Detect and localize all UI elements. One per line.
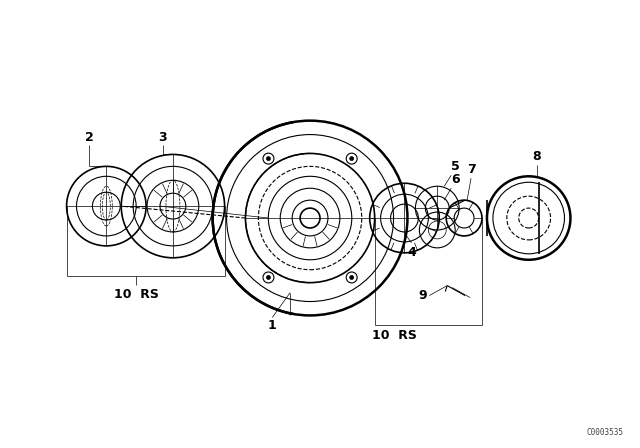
- Circle shape: [266, 276, 271, 280]
- Text: C0003535: C0003535: [586, 428, 623, 437]
- Text: 9: 9: [419, 289, 428, 302]
- Text: 6: 6: [451, 173, 460, 186]
- Text: 10  RS: 10 RS: [372, 329, 417, 342]
- Circle shape: [266, 157, 271, 160]
- Text: 2: 2: [85, 130, 94, 143]
- Circle shape: [349, 276, 354, 280]
- Text: 1: 1: [268, 319, 276, 332]
- Text: 5: 5: [451, 160, 460, 173]
- Text: 8: 8: [532, 151, 541, 164]
- Circle shape: [349, 157, 354, 160]
- Text: 7: 7: [467, 164, 476, 177]
- Text: 10  RS: 10 RS: [114, 288, 159, 301]
- Text: 3: 3: [159, 130, 167, 143]
- Text: 4: 4: [407, 246, 416, 259]
